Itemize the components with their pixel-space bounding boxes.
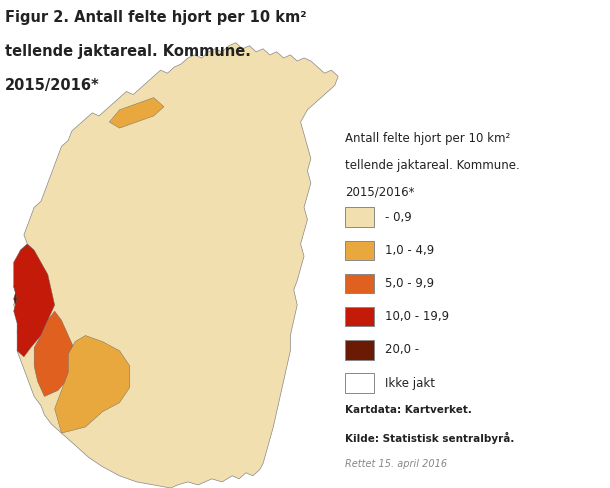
Polygon shape xyxy=(13,244,55,357)
Text: 20,0 -: 20,0 - xyxy=(385,344,419,356)
Text: Kilde: Statistisk sentralbyrå.: Kilde: Statistisk sentralbyrå. xyxy=(345,432,514,444)
Text: tellende jaktareal. Kommune.: tellende jaktareal. Kommune. xyxy=(345,159,519,172)
Polygon shape xyxy=(13,42,338,488)
Text: 2015/2016*: 2015/2016* xyxy=(5,78,99,93)
Text: 10,0 - 19,9: 10,0 - 19,9 xyxy=(385,310,449,323)
Polygon shape xyxy=(13,268,48,329)
Text: tellende jaktareal. Kommune.: tellende jaktareal. Kommune. xyxy=(5,44,251,59)
Text: - 0,9: - 0,9 xyxy=(385,211,412,224)
Text: 1,0 - 4,9: 1,0 - 4,9 xyxy=(385,244,434,257)
Polygon shape xyxy=(55,336,130,433)
Polygon shape xyxy=(34,311,75,396)
Text: Kartdata: Kartverket.: Kartdata: Kartverket. xyxy=(345,405,472,415)
Polygon shape xyxy=(109,98,164,128)
Text: Rettet 15. april 2016: Rettet 15. april 2016 xyxy=(345,459,447,468)
Text: Antall felte hjort per 10 km²: Antall felte hjort per 10 km² xyxy=(345,132,510,145)
Text: 2015/2016*: 2015/2016* xyxy=(345,185,414,199)
Text: Ikke jakt: Ikke jakt xyxy=(385,377,435,389)
Text: Figur 2. Antall felte hjort per 10 km²: Figur 2. Antall felte hjort per 10 km² xyxy=(5,10,306,25)
Text: 5,0 - 9,9: 5,0 - 9,9 xyxy=(385,277,434,290)
